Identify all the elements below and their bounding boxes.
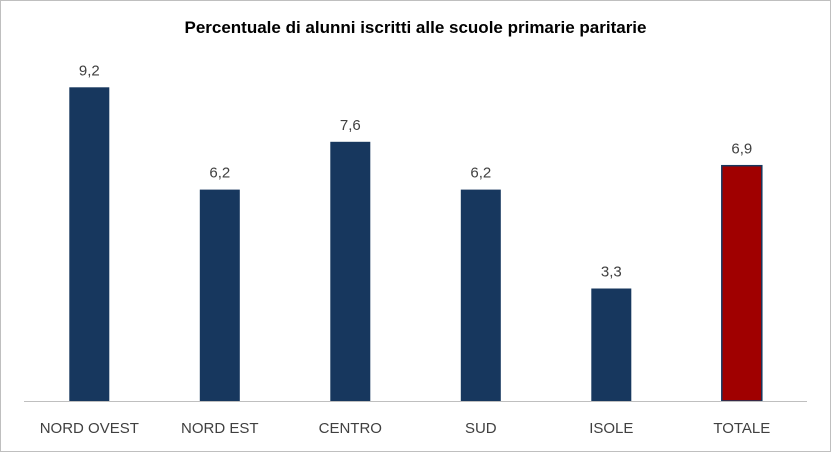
bars-layer	[69, 87, 763, 402]
labels-layer: 9,2 NORD OVEST 6,2 NORD EST 7,6 CENTRO 6,2 SUD 3…	[40, 62, 771, 437]
chart-title: Percentuale di alunni iscritti alle scuo…	[184, 18, 647, 37]
data-label: 3,3	[601, 264, 622, 281]
bar-nord-ovest	[69, 87, 110, 402]
x-tick-label: CENTRO	[319, 420, 382, 437]
x-tick-label: NORD OVEST	[40, 420, 139, 437]
bar-nord-est	[199, 189, 240, 401]
x-tick-label: ISOLE	[589, 420, 633, 437]
x-tick-label: NORD EST	[181, 420, 259, 437]
data-label: 9,2	[79, 62, 100, 79]
data-label: 6,2	[470, 165, 491, 182]
data-label: 6,2	[209, 165, 230, 182]
bar-totale	[721, 164, 763, 402]
x-tick-label: SUD	[465, 420, 497, 437]
data-label: 6,9	[731, 141, 752, 158]
bar-isole	[591, 288, 632, 401]
bar-centro	[330, 141, 371, 402]
data-label: 7,6	[340, 117, 361, 134]
bar-sud	[460, 189, 501, 401]
x-tick-label: TOTALE	[713, 420, 770, 437]
